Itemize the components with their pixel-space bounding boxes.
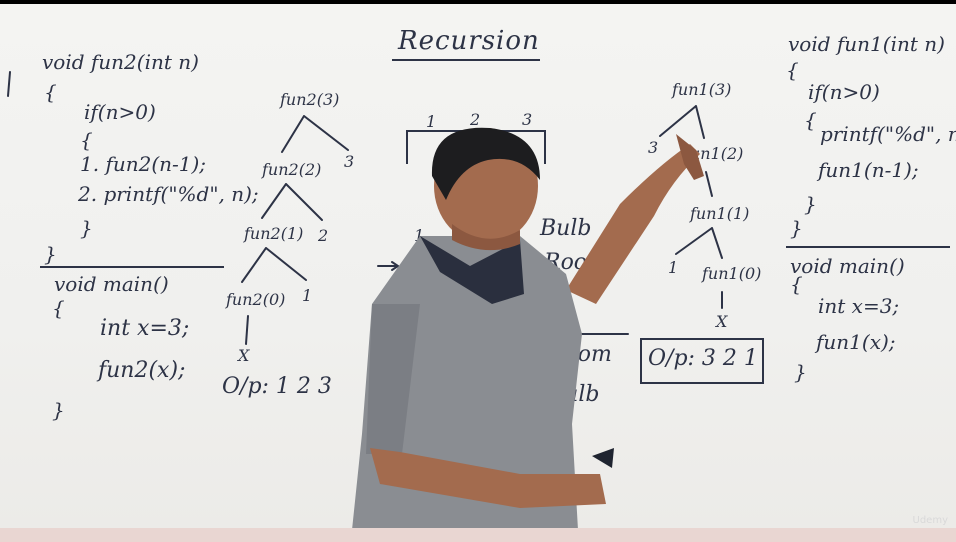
title-underline [392,59,540,61]
right-func-line2: fun1(n-1); [818,158,919,182]
middle-one: 1 [414,226,425,245]
tree-print-3: 3 [344,152,355,171]
left-main-open: { [52,296,65,320]
left-main-call: fun2(x); [98,358,186,383]
right-main-close: } [794,360,807,384]
tree-print-1-right: 1 [668,258,679,277]
right-func-open: { [786,58,799,82]
tree-terminal-x-right: X [716,312,728,331]
middle-num-2: 2 [470,110,481,129]
tree-fun1-2: fun1(2) [684,144,744,163]
left-func-line1: 1. fun2(n-1); [80,152,207,176]
left-func-line2: 2. printf("%d", n); [78,182,259,206]
tree-fun1-3: fun1(3) [672,80,732,99]
right-func-close: } [790,216,803,240]
left-func-if-open: { [80,128,93,152]
tree-fun2-0: fun2(0) [226,290,286,309]
right-main-call: fun1(x); [816,330,896,354]
board-tray [0,528,956,542]
right-main-decl: int x=3; [818,294,900,318]
right-func-header: void fun1(int n) [788,32,945,56]
right-func-if: if(n>0) [808,80,880,104]
right-main-open: { [790,272,803,296]
board-title: Recursion [398,26,540,56]
left-output: O/p: 1 2 3 [222,374,332,399]
left-func-if-close: } [80,216,93,240]
tree-print-3-right: 3 [648,138,659,157]
tree-fun1-1: fun1(1) [690,204,750,223]
left-main-close: } [52,398,65,422]
right-output: O/p: 3 2 1 [648,346,758,371]
tree-fun1-0: fun1(0) [702,264,762,283]
right-func-if-open: { [804,108,817,132]
whiteboard: Recursion void fun2(int n) { if(n>0) { 1… [0,4,956,530]
tree-fun2-3: fun2(3) [280,90,340,109]
right-func-if-close: } [804,192,817,216]
left-func-close: } [44,242,57,266]
tree-fun2-2: fun2(2) [262,160,322,179]
tree-print-1: 1 [302,286,313,305]
right-main-header: void main() [790,254,905,278]
tree-fun2-1: fun2(1) [244,224,304,243]
left-main-decl: int x=3; [100,316,190,341]
right-output-box [640,338,764,384]
middle-num-3: 3 [522,110,533,129]
left-func-if: if(n>0) [84,100,156,124]
middle-bulb-top: Bulb [540,216,592,241]
watermark-logo: Udemy [912,515,948,526]
left-func-header: void fun2(int n) [42,50,199,74]
tree-print-2: 2 [318,226,329,245]
left-divider [40,266,224,268]
right-divider [786,246,950,248]
instructor-figure [352,127,704,530]
tree-terminal-x: X [238,346,250,365]
left-main-header: void main() [54,272,169,296]
right-func-line1: printf("%d", n); [820,122,956,146]
middle-num-1: 1 [426,112,437,131]
left-func-open: { [44,80,57,104]
